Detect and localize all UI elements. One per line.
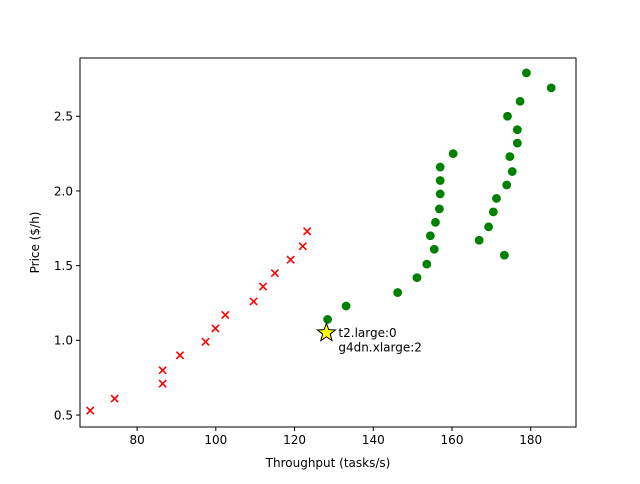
circle-marker-point: [323, 315, 333, 324]
highlight-label-line: g4dn.xlarge:2: [338, 340, 421, 354]
circle-marker-point: [474, 235, 484, 245]
x-marker-point: [158, 379, 167, 388]
circle-marker-point: [503, 111, 512, 121]
x-tick-label: 80: [129, 433, 144, 447]
y-ticks: 0.5 1.0 1.5 2.0 2.5: [54, 110, 80, 422]
circle-marker-point: [431, 217, 440, 227]
circle-marker-point: [412, 273, 422, 283]
circle-marker-point: [522, 68, 531, 78]
x-tick-label: 100: [204, 433, 227, 447]
highlight-star-point: [316, 321, 337, 342]
circle-marker-point: [435, 176, 445, 185]
circle-marker-point: [505, 152, 515, 161]
x-axis-label: Throughput (tasks/s): [265, 456, 391, 470]
y-tick-label: 1.0: [54, 334, 73, 348]
x-marker-point: [158, 366, 167, 375]
circle-marker-point: [515, 96, 525, 106]
marks-layer: [86, 68, 556, 415]
x-marker-point: [201, 337, 210, 347]
plot-area: [80, 58, 576, 427]
x-marker-point: [110, 394, 119, 403]
x-marker-point: [298, 242, 307, 251]
x-marker-point: [286, 255, 295, 264]
highlight-label-line: t2.large:0: [338, 326, 396, 340]
x-tick-label: 120: [283, 433, 306, 447]
circle-marker-point: [422, 259, 432, 269]
circle-marker-point: [488, 207, 498, 217]
circle-marker-point: [492, 194, 501, 203]
x-marker-point: [258, 282, 268, 291]
circle-marker-point: [435, 162, 445, 172]
x-tick-label: 160: [441, 433, 464, 447]
x-tick-label: 180: [519, 433, 542, 447]
y-axis-label: Price ($/h): [28, 212, 42, 274]
x-tick-label: 140: [362, 433, 385, 447]
x-ticks: 80 100 120 140 160 180: [129, 427, 542, 447]
circle-marker-point: [425, 231, 435, 241]
circle-marker-point: [512, 125, 522, 135]
circle-marker-point: [341, 301, 351, 311]
y-tick-label: 0.5: [54, 408, 73, 422]
circle-marker-point: [435, 189, 445, 199]
x-marker-point: [86, 406, 95, 415]
circle-marker-point: [435, 204, 444, 214]
y-tick-label: 2.5: [54, 110, 73, 124]
circle-marker-point: [484, 222, 494, 232]
x-marker-point: [302, 227, 312, 236]
circle-marker-point: [499, 250, 509, 260]
x-marker-point: [221, 310, 230, 320]
circle-marker-point: [507, 167, 517, 176]
circle-marker-point: [512, 138, 522, 148]
x-marker-point: [249, 297, 258, 306]
circle-marker-point: [502, 180, 512, 190]
axes-frame: [79, 57, 577, 428]
circle-marker-point: [393, 288, 403, 297]
y-tick-label: 2.0: [54, 184, 73, 198]
x-marker-point: [270, 268, 280, 278]
x-marker-point: [175, 351, 185, 360]
y-tick-label: 1.5: [54, 259, 73, 273]
x-marker-point: [211, 324, 220, 333]
circle-marker-point: [448, 149, 458, 159]
circle-marker-point: [429, 244, 439, 254]
circle-marker-point: [546, 83, 556, 93]
